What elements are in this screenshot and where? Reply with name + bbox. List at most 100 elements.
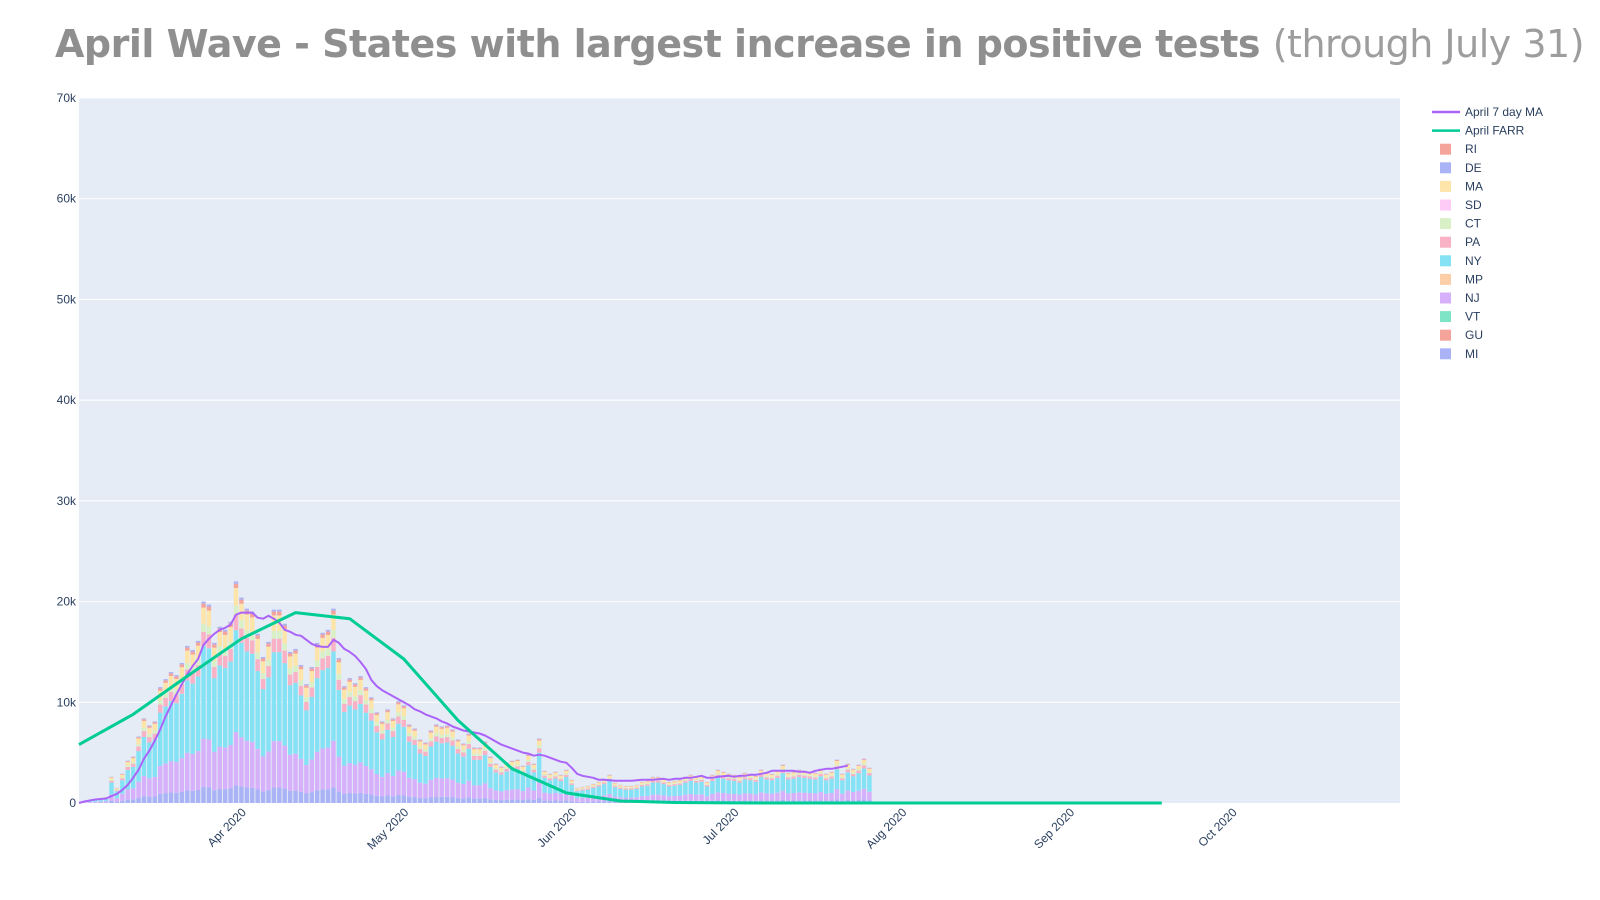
bar-segment-de <box>174 675 179 677</box>
bar-segment-pa <box>840 778 845 781</box>
bar-segment-ct <box>222 648 228 656</box>
bar-segment-mi <box>509 799 515 803</box>
bar-segment-ri <box>255 635 260 639</box>
bar-segment-ma <box>190 654 195 667</box>
bar-segment-ny <box>596 786 601 797</box>
legend-swatch <box>1440 348 1451 360</box>
legend-item-april-7-day-ma[interactable]: April 7 day MA <box>1432 105 1543 119</box>
bar-segment-nj <box>558 793 564 801</box>
bar-segment-mi <box>499 800 504 803</box>
legend-item-ri[interactable]: RI <box>1440 142 1477 156</box>
bar-segment-ny <box>753 781 758 795</box>
bar-segment-nj <box>174 762 179 793</box>
bar-segment-ri <box>455 740 461 742</box>
legend-item-nj[interactable]: NJ <box>1440 291 1480 305</box>
bar-segment-ny <box>390 737 396 776</box>
bar-segment-ny <box>439 743 444 779</box>
bar-segment-de <box>358 676 363 678</box>
bar-segment-de <box>233 581 239 584</box>
bar-segment-pa <box>591 786 596 789</box>
bar-segment-ny <box>623 789 629 798</box>
legend-swatch <box>1440 273 1451 285</box>
bar-segment-ct <box>450 737 455 741</box>
bar-segment-nj <box>163 763 168 794</box>
bar-segment-nj <box>591 796 596 802</box>
bar-segment-mi <box>412 797 417 803</box>
bar-segment-ri <box>190 651 195 655</box>
bar-segment-ct <box>623 787 629 789</box>
bar-segment-ri <box>407 725 412 727</box>
bar-segment-ny <box>482 755 488 784</box>
legend-item-ct[interactable]: CT <box>1440 217 1482 231</box>
bar-segment-ct <box>369 708 374 714</box>
legend-item-sd[interactable]: SD <box>1440 198 1482 212</box>
bar-segment-ri <box>385 710 390 713</box>
bar-segment-ma <box>195 645 201 659</box>
bar-segment-pa <box>726 778 731 781</box>
bar-segment-nj <box>239 737 244 787</box>
bar-segment-nj <box>818 792 823 801</box>
bar-segment-de <box>434 724 439 726</box>
bar-segment-de <box>412 728 417 730</box>
bar-segment-ct <box>558 777 564 780</box>
bar-segment-ma <box>499 767 504 771</box>
legend-item-gu[interactable]: GU <box>1440 328 1483 342</box>
bar-segment-ma <box>336 662 342 674</box>
bar-segment-ri <box>260 658 266 662</box>
bar-segment-de <box>369 697 374 699</box>
bar-segment-pa <box>488 763 493 767</box>
bar-segment-nj <box>396 770 401 795</box>
bar-segment-de <box>477 747 482 749</box>
bar-segment-ct <box>390 727 396 732</box>
bar-segment-pa <box>217 653 222 666</box>
legend-item-mi[interactable]: MI <box>1440 347 1478 361</box>
bar-segment-pa <box>412 739 417 745</box>
bar-segment-mi <box>520 800 526 803</box>
legend-item-mp[interactable]: MP <box>1440 272 1483 286</box>
bar-segment-ma <box>455 741 461 747</box>
bar-segment-nj <box>385 773 390 796</box>
bar-segment-nj <box>217 746 222 789</box>
bar-segment-mi <box>125 799 130 803</box>
bar-segment-nj <box>336 756 342 792</box>
legend-item-ma[interactable]: MA <box>1440 179 1483 193</box>
bar-segment-pa <box>477 755 482 760</box>
legend-label: PA <box>1465 235 1480 249</box>
bar-segment-ct <box>206 626 212 635</box>
legend-item-de[interactable]: DE <box>1440 161 1482 175</box>
legend-item-ny[interactable]: NY <box>1440 254 1482 268</box>
bar-segment-pa <box>818 773 823 777</box>
legend-item-pa[interactable]: PA <box>1440 235 1480 249</box>
bar-segment-nj <box>520 791 526 801</box>
bar-segment-nj <box>157 765 163 794</box>
bar-segment-ct <box>423 749 428 752</box>
bar-segment-mi <box>260 791 266 803</box>
bar-segment-mi <box>228 788 233 803</box>
bar-segment-nj <box>114 798 120 802</box>
bar-segment-ma <box>639 782 645 785</box>
bar-segment-mi <box>564 800 569 803</box>
bar-segment-pa <box>710 779 715 782</box>
bar-segment-ri <box>742 773 748 774</box>
bar-segment-ma <box>710 775 715 778</box>
bar-segment-ma <box>244 614 250 631</box>
legend-item-vt[interactable]: VT <box>1440 310 1481 324</box>
bar-segment-ct <box>737 779 742 781</box>
bar-segment-ma <box>834 760 840 765</box>
bar-segment-ma <box>407 726 412 734</box>
bar-segment-nj <box>304 764 309 794</box>
bar-segment-ma <box>780 765 786 769</box>
bar-segment-de <box>461 743 466 745</box>
bar-segment-pa <box>109 780 114 783</box>
bar-segment-ri <box>564 770 569 771</box>
bar-segment-ri <box>304 685 309 688</box>
legend-item-april-farr[interactable]: April FARR <box>1432 124 1525 138</box>
bar-segment-ma <box>125 761 130 766</box>
bar-segment-nj <box>233 732 239 786</box>
bar-segment-ri <box>282 625 287 630</box>
legend[interactable]: April 7 day MA April FARR RI DE MA SD CT PA NY MP… <box>1432 105 1543 361</box>
bar-segment-ma <box>228 627 233 642</box>
bar-segment-ct <box>477 753 482 756</box>
bar-segment-ma <box>217 632 222 647</box>
bar-segment-nj <box>834 789 840 800</box>
